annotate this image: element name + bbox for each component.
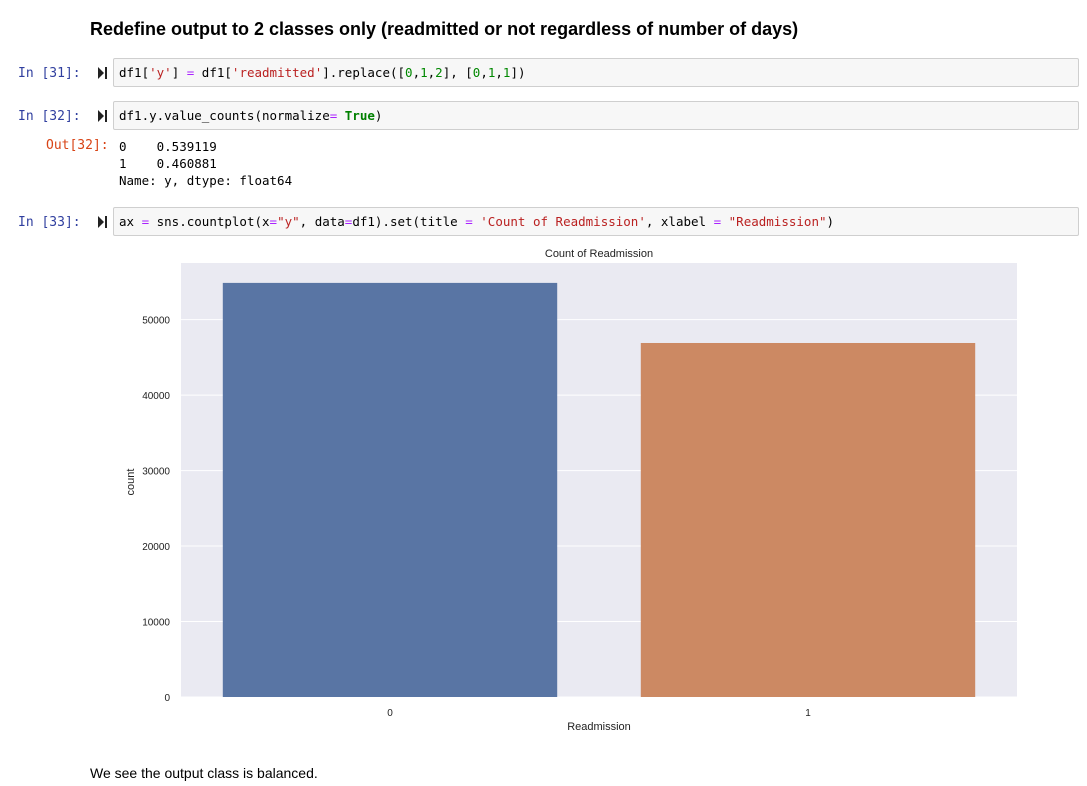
input-prompt-33: In [33]:: [18, 215, 81, 230]
code-cell-32[interactable]: df1.y.value_counts(normalize= True): [113, 101, 1079, 130]
code-token: ,: [495, 65, 503, 80]
run-cell-icon[interactable]: [98, 67, 107, 79]
code-token: =: [713, 214, 722, 229]
code-token: True: [344, 108, 375, 123]
y-tick-label: 30000: [142, 467, 170, 478]
code-token: 1: [487, 65, 496, 80]
code-token: =: [186, 65, 195, 80]
code-token: df1[: [194, 65, 232, 80]
markdown-heading: Redefine output to 2 classes only (readm…: [90, 19, 799, 39]
code-token: 2: [435, 65, 443, 80]
y-axis-label: count: [125, 469, 137, 496]
x-tick-label: 1: [805, 708, 811, 719]
code-token: ): [374, 108, 383, 123]
y-tick-label: 0: [164, 693, 170, 704]
chart-title: Count of Readmission: [545, 248, 653, 260]
code-token: =: [329, 108, 338, 123]
bar-0: [222, 282, 558, 697]
code-cell-33[interactable]: ax = sns.countplot(x="y", data=df1).set(…: [113, 207, 1079, 236]
code-token: 0: [405, 65, 413, 80]
code-token: "y": [277, 214, 300, 229]
code-token: 'Count of Readmission': [480, 214, 646, 229]
code-token: =: [344, 214, 353, 229]
markdown-conclusion: We see the output class is balanced.: [90, 765, 318, 781]
code-token: ].replace([: [322, 65, 406, 80]
code-token: , data: [299, 214, 345, 229]
y-tick-label: 50000: [142, 316, 170, 327]
code-token: df1[: [119, 65, 150, 80]
code-token: =: [141, 214, 150, 229]
code-token: ,: [412, 65, 421, 80]
code-token: ]): [510, 65, 526, 80]
code-token: ]: [171, 65, 187, 80]
code-token: "Readmission": [728, 214, 827, 229]
run-cell-icon[interactable]: [98, 216, 107, 228]
count-of-readmission-chart: Count of Readmission 0 10000 20000 30000 400…: [125, 248, 1017, 733]
x-axis-label: Readmission: [567, 721, 631, 733]
code-token: df1).set(title: [352, 214, 466, 229]
run-cell-icon[interactable]: [98, 110, 107, 122]
code-token: ): [826, 214, 835, 229]
code-cell-31[interactable]: df1['y'] = df1['readmitted'].replace([0,…: [113, 58, 1079, 87]
code-token: =: [269, 214, 278, 229]
code-token: 'y': [149, 65, 172, 80]
code-token: [337, 108, 345, 123]
y-tick-label: 40000: [142, 391, 170, 402]
input-prompt-31: In [31]:: [18, 66, 81, 81]
code-token: sns.countplot(x: [149, 214, 270, 229]
output-text-32: 0 0.539119 1 0.460881 Name: y, dtype: fl…: [119, 139, 293, 188]
code-token: ,: [480, 65, 488, 80]
code-token: 'readmitted': [231, 65, 323, 80]
code-token: [721, 214, 729, 229]
input-prompt-32: In [32]:: [18, 109, 81, 124]
code-token: =: [465, 214, 473, 229]
code-token: ,: [427, 65, 436, 80]
code-token: ax: [119, 214, 142, 229]
y-axis-ticks: 0 10000 20000 30000 40000 50000: [142, 316, 170, 704]
bars: [222, 282, 976, 697]
y-tick-label: 10000: [142, 618, 170, 629]
output-prompt-32: Out[32]:: [46, 138, 109, 153]
y-tick-label: 20000: [142, 542, 170, 553]
code-token: 0: [472, 65, 481, 80]
code-token: 1: [420, 65, 428, 80]
bar-1: [640, 342, 976, 697]
code-token: df1.y.value_counts(normalize: [119, 108, 330, 123]
x-tick-label: 0: [387, 708, 393, 719]
code-token: 1: [502, 65, 511, 80]
code-token: ], [: [442, 65, 473, 80]
code-token: , xlabel: [645, 214, 714, 229]
